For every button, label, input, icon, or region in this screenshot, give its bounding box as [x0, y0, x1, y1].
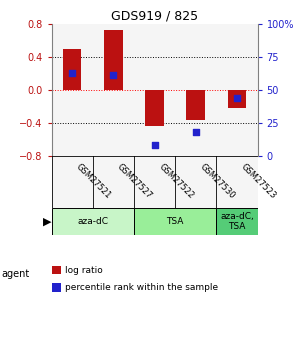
Bar [216, 208, 258, 235]
Text: TSA: TSA [166, 217, 184, 226]
Bar [145, 90, 164, 126]
Title: GDS919 / 825: GDS919 / 825 [111, 10, 198, 23]
Text: agent: agent [2, 269, 30, 279]
Text: GSM27522: GSM27522 [157, 162, 195, 200]
Text: GSM27521: GSM27521 [74, 162, 113, 200]
Bar [104, 30, 123, 90]
Text: percentile rank within the sample: percentile rank within the sample [65, 283, 218, 292]
Text: ▶: ▶ [43, 216, 52, 226]
Bar [228, 90, 246, 108]
Text: log ratio: log ratio [65, 266, 103, 275]
Bar [63, 49, 82, 90]
Point [111, 73, 116, 78]
Text: GSM27523: GSM27523 [239, 162, 278, 200]
Text: aza-dC: aza-dC [77, 217, 108, 226]
Point [70, 70, 75, 76]
Bar [134, 208, 216, 235]
Point [193, 129, 198, 135]
Text: GSM27527: GSM27527 [115, 162, 154, 200]
Text: GSM27530: GSM27530 [198, 162, 236, 200]
Point [152, 142, 157, 148]
Point [235, 95, 239, 101]
Text: aza-dC,
TSA: aza-dC, TSA [220, 212, 254, 231]
Bar [186, 90, 205, 120]
Bar [52, 208, 134, 235]
